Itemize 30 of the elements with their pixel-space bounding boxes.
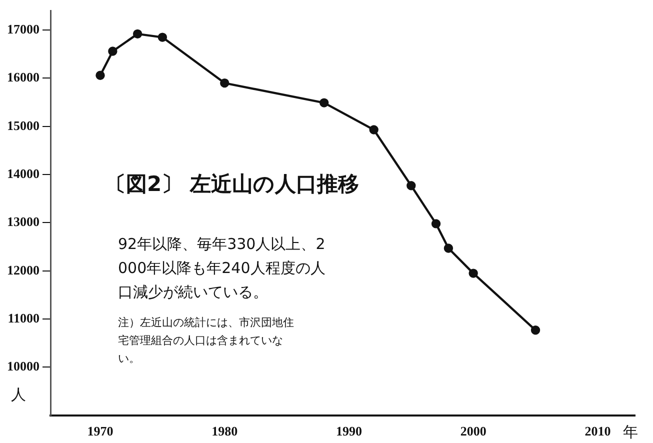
point [108,46,118,56]
point [369,125,378,134]
x-tick-label: 1970 [87,424,114,439]
point [319,98,329,108]
annotation: 92年以降、毎年330人以上、2000年以降も年240人程度の人口減少が続いている。 [118,234,326,303]
point [530,326,540,335]
y-tick-label: 15000 [7,118,40,133]
point [431,219,441,228]
point [406,181,416,190]
point [158,32,168,42]
point [468,268,478,278]
y-tick-label: 16000 [7,70,40,85]
point [132,29,142,39]
y-tick-label: 13000 [7,214,40,230]
y-tick-label: 14000 [7,166,40,181]
point [444,244,454,253]
annotation: 注）左近山の統計には、市沢団地住宅管理組合の人口は含まれていない。 [118,315,295,367]
x-axis-title: 年 [623,422,638,441]
x-tick-label: 1990 [336,424,362,439]
x-tick-label: 2000 [460,424,486,439]
y-tick-label: 10000 [7,358,40,374]
text: 〔図2〕 左近山の人口推移 [105,171,359,198]
x-tick-label: 2010 [584,424,611,439]
y-tick-label: 11000 [8,310,40,326]
y-axis-title: 人 [11,385,26,404]
point [220,78,230,88]
point [96,70,105,80]
y-tick-label: 17000 [7,21,40,36]
x-tick-label: 1980 [212,424,238,439]
y-tick-label: 12000 [7,262,40,278]
